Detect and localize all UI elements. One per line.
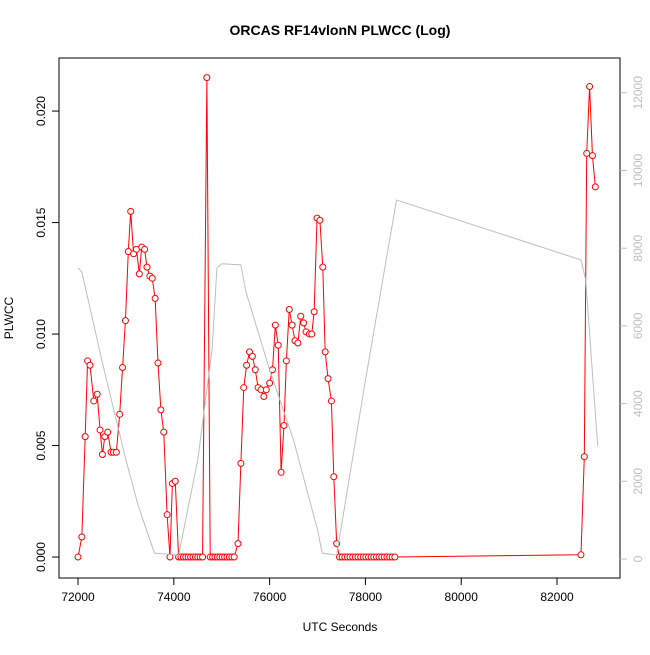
point xyxy=(285,306,293,314)
point xyxy=(104,428,112,436)
point xyxy=(260,392,268,400)
point xyxy=(93,390,101,398)
x-tick-label: 82000 xyxy=(540,590,574,604)
point xyxy=(86,361,94,369)
x-tick-label: 76000 xyxy=(253,590,287,604)
point xyxy=(151,294,159,302)
x-axis-label: UTC Seconds xyxy=(303,620,378,634)
point xyxy=(154,359,162,367)
series-line xyxy=(77,199,599,556)
point xyxy=(143,263,151,271)
chart-title: ORCAS RF14vlonN PLWCC (Log) xyxy=(230,22,451,38)
point xyxy=(277,468,285,476)
y-tick-label: 0.015 xyxy=(34,207,48,237)
point xyxy=(230,553,238,561)
point xyxy=(294,339,302,347)
point xyxy=(248,352,256,360)
y2-tick-label: 4000 xyxy=(631,390,645,417)
y2-tick-label: 0 xyxy=(631,555,645,562)
y2-tick-label: 2000 xyxy=(631,468,645,495)
point xyxy=(119,364,127,372)
y-tick-label: 0.010 xyxy=(34,319,48,349)
point xyxy=(274,341,282,349)
point xyxy=(280,421,288,429)
series-line xyxy=(77,77,596,558)
y-tick-label: 0.000 xyxy=(34,542,48,572)
y2-tick-label: 10000 xyxy=(631,154,645,188)
point xyxy=(237,459,245,467)
point xyxy=(324,375,332,383)
point xyxy=(288,321,296,329)
x-tick-label: 80000 xyxy=(445,590,479,604)
point xyxy=(583,149,591,157)
point xyxy=(271,321,279,329)
point xyxy=(588,152,596,160)
point xyxy=(127,207,135,215)
point xyxy=(74,553,82,561)
point xyxy=(116,410,124,418)
point xyxy=(308,330,316,338)
point xyxy=(240,384,248,392)
point xyxy=(157,406,165,414)
point xyxy=(321,348,329,356)
x-tick-label: 78000 xyxy=(349,590,383,604)
point xyxy=(580,453,588,461)
point xyxy=(141,245,149,253)
point xyxy=(316,216,324,224)
point xyxy=(148,274,156,282)
point xyxy=(251,366,259,374)
point xyxy=(391,553,399,561)
point xyxy=(266,379,274,387)
point xyxy=(121,317,129,325)
point xyxy=(282,357,290,365)
point xyxy=(319,263,327,271)
point xyxy=(234,540,242,548)
point xyxy=(591,183,599,191)
point xyxy=(327,397,335,405)
point xyxy=(163,511,171,519)
y-tick-label: 0.005 xyxy=(34,430,48,460)
point xyxy=(160,428,168,436)
x-tick-label: 74000 xyxy=(157,590,191,604)
point xyxy=(78,533,86,541)
point xyxy=(330,473,338,481)
point xyxy=(586,83,594,91)
point xyxy=(310,308,318,316)
y-tick-label: 0.020 xyxy=(34,96,48,126)
point xyxy=(90,397,98,405)
point xyxy=(98,450,106,458)
point xyxy=(81,433,89,441)
point xyxy=(112,448,120,456)
point xyxy=(297,312,305,320)
point xyxy=(199,553,207,561)
plot-box xyxy=(58,57,621,579)
y2-tick-label: 8000 xyxy=(631,235,645,262)
point xyxy=(262,386,270,394)
x-tick-label: 72000 xyxy=(61,590,95,604)
point xyxy=(203,74,211,82)
y2-tick-label: 6000 xyxy=(631,312,645,339)
point xyxy=(96,426,104,434)
point xyxy=(135,270,143,278)
y-axis-label: PLWCC xyxy=(2,296,16,339)
point xyxy=(171,477,179,485)
point xyxy=(577,551,585,559)
point xyxy=(243,361,251,369)
y2-tick-label: 12000 xyxy=(631,76,645,110)
point xyxy=(300,319,308,327)
